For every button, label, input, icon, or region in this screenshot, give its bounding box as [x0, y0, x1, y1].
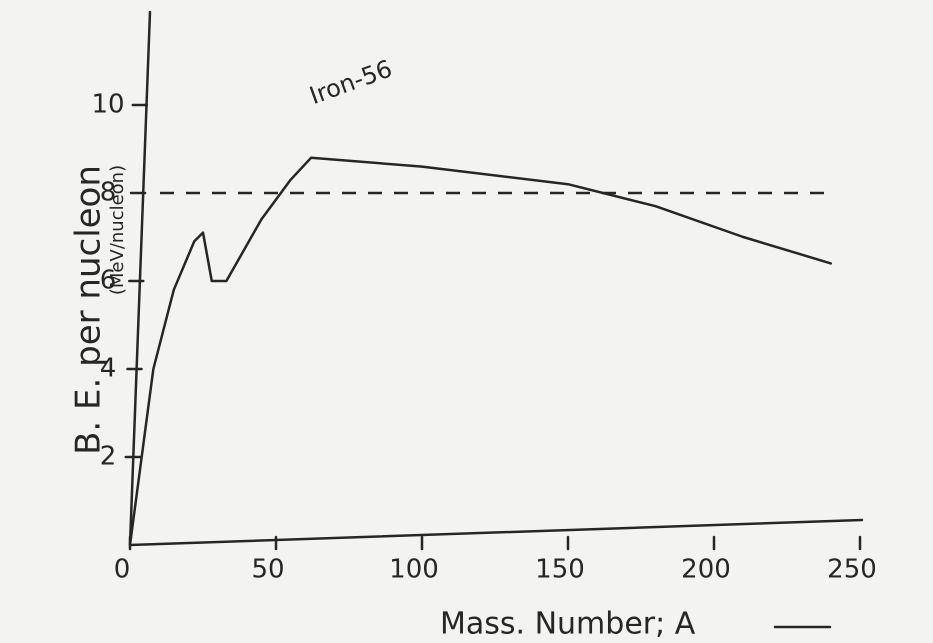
y-tick-label: 8 — [100, 178, 117, 208]
y-tick-label: 2 — [100, 442, 117, 472]
x-tick-label: 250 — [827, 555, 877, 585]
y-axis-label: B. E. per nucleon — [69, 165, 109, 455]
x-tick-label: 100 — [389, 555, 439, 585]
x-tick-label: 200 — [681, 555, 731, 585]
y-tick-label: 6 — [100, 266, 117, 296]
y-tick-label: 10 — [91, 90, 124, 120]
x-axis-label: Mass. Number; A — [440, 607, 696, 642]
x-tick-label: 0 — [114, 555, 131, 585]
y-tick-label: 4 — [100, 354, 117, 384]
x-axis — [128, 518, 864, 547]
be-curve — [128, 156, 833, 547]
y-axis-unit: (MeV/nucleon) — [107, 165, 128, 295]
x-tick-label: 50 — [251, 555, 284, 585]
x-tick-label: 150 — [535, 555, 585, 585]
